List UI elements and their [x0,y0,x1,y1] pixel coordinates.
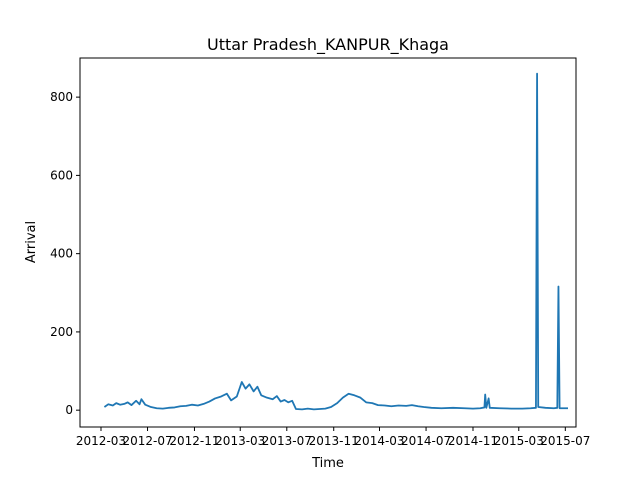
y-tick-label: 200 [50,325,73,339]
y-axis-label: Arrival [24,221,39,263]
x-tick-label: 2014-07 [401,434,451,448]
x-tick-label: 2012-11 [169,434,219,448]
plot-area [79,57,577,428]
series-line [103,72,568,411]
chart-title: Uttar Pradesh_KANPUR_Khaga [207,35,449,55]
x-tick-label: 2012-03 [76,434,126,448]
y-tick-label: 800 [50,90,73,104]
x-tick-label: 2015-03 [494,434,544,448]
x-tick-label: 2012-07 [122,434,172,448]
x-tick-label: 2013-11 [309,434,359,448]
y-axis: 0 200 400 600 800 [50,90,80,417]
x-axis: 2012-032012-072012-112013-032013-072013-… [76,427,590,448]
x-tick-label: 2013-03 [215,434,265,448]
x-tick-label: 2014-03 [354,434,404,448]
y-tick-label: 0 [65,403,73,417]
x-tick-label: 2015-07 [540,434,590,448]
x-tick-label: 2013-07 [262,434,312,448]
y-tick-label: 400 [50,247,73,261]
x-axis-label: Time [311,456,344,471]
plot-frame [79,57,577,428]
y-tick-label: 600 [50,168,73,182]
x-tick-label: 2014-11 [448,434,498,448]
